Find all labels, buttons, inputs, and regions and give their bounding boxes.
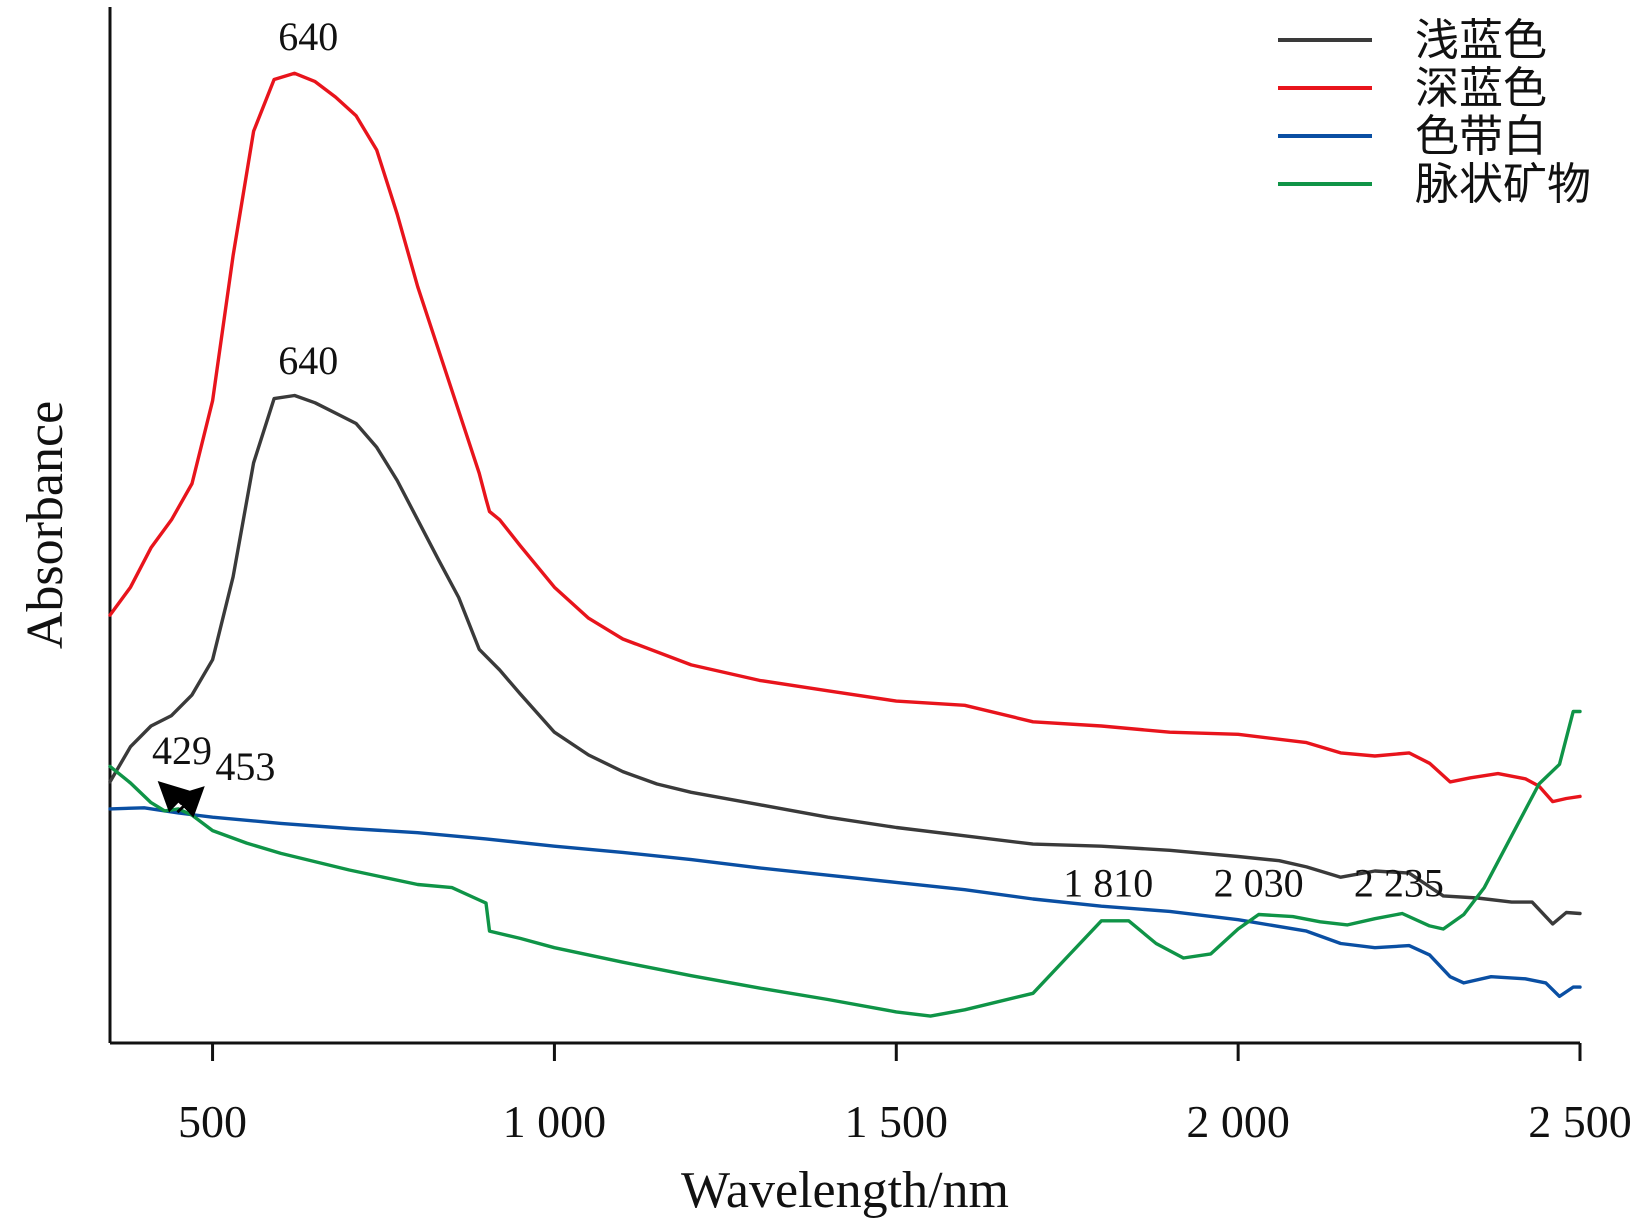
plot-area: 500 1 000 1 500 2 000 2 500 640 640 429 453 1 81… xyxy=(108,7,1632,1147)
series-line-1 xyxy=(108,71,1582,804)
x-tick-label-1500: 1 500 xyxy=(845,1096,949,1147)
annotation-1810: 1 810 xyxy=(1063,860,1153,905)
legend-label-2: 色带白 xyxy=(1415,111,1547,162)
annotation-2030: 2 030 xyxy=(1214,860,1304,905)
arrow-429 xyxy=(157,780,190,813)
x-tick-label-2500: 2 500 xyxy=(1528,1096,1632,1147)
series-line-2 xyxy=(108,806,1582,999)
legend-label-0: 浅蓝色 xyxy=(1415,15,1547,66)
x-ticks: 500 1 000 1 500 2 000 2 500 xyxy=(178,1043,1632,1147)
x-tick-label-1000: 1 000 xyxy=(503,1096,607,1147)
series-line-3 xyxy=(108,709,1582,1018)
series-line-0 xyxy=(108,393,1582,926)
x-axis-title: Wavelength/nm xyxy=(681,1162,1009,1219)
x-tick-label-2000: 2 000 xyxy=(1186,1096,1290,1147)
annotation-640: 640 xyxy=(278,14,338,59)
annotation-2235: 2 235 xyxy=(1354,860,1444,905)
x-tick-label-500: 500 xyxy=(178,1096,247,1147)
annotation-429: 429 xyxy=(152,728,212,773)
legend-label-3: 脉状矿物 xyxy=(1415,159,1591,210)
series-lines xyxy=(108,71,1582,1018)
y-axis-title: Absorbance xyxy=(17,401,74,649)
annotation-640: 640 xyxy=(278,338,338,383)
annotation-453: 453 xyxy=(215,744,275,789)
legend-label-1: 深蓝色 xyxy=(1415,63,1547,114)
arrow-453 xyxy=(172,786,205,818)
peak-annotations: 640 640 429 453 1 810 2 030 2 235 xyxy=(152,14,1444,905)
